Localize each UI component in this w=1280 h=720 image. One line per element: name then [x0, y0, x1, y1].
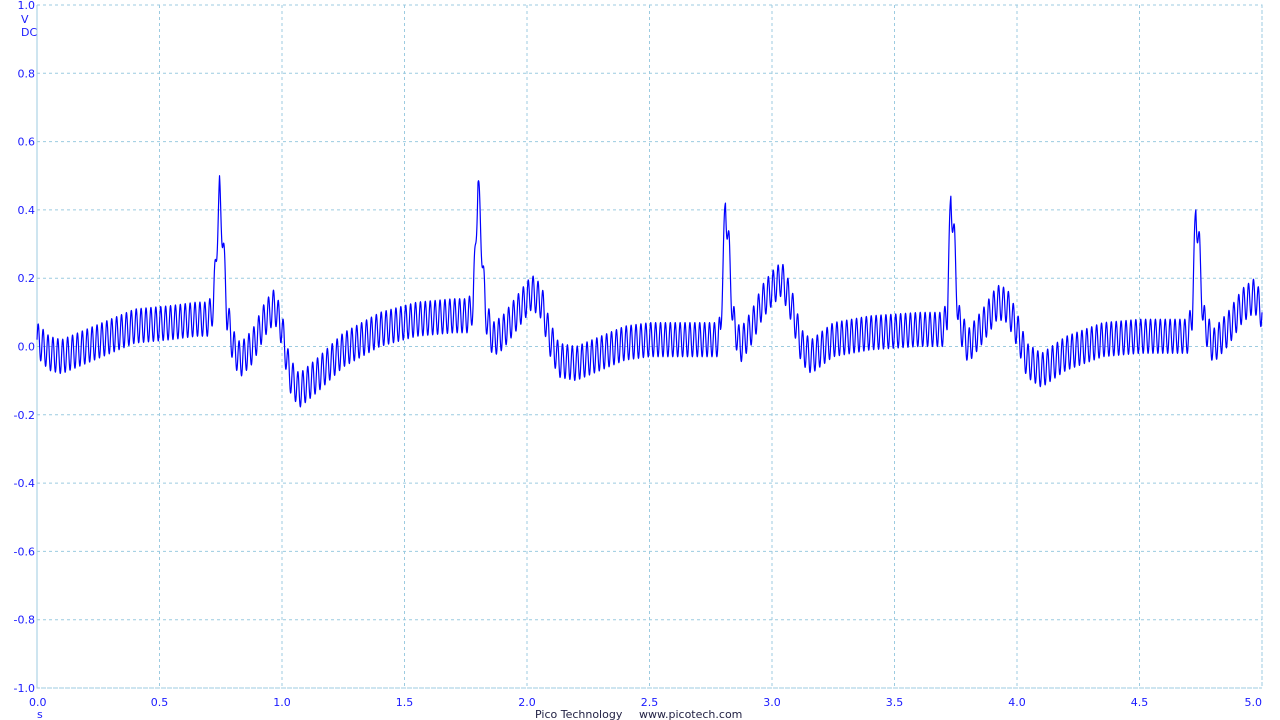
x-tick-label: 1.5	[396, 696, 414, 709]
y-tick-label: -0.2	[14, 409, 35, 422]
y-unit-label: V	[21, 13, 29, 26]
y-axis-ticks: 1.0 0.8 0.6 0.4 0.2 0.0 -0.2 -0.4 -0.6 -0.8 -1.0	[14, 0, 35, 695]
x-tick-label: 0.5	[151, 696, 169, 709]
x-tick-label: 0.0	[29, 696, 47, 709]
y-tick-label: -1.0	[14, 682, 35, 695]
y-tick-label: -0.4	[14, 477, 35, 490]
plot-border	[36, 4, 1263, 689]
x-tick-label: 2.0	[518, 696, 536, 709]
x-tick-label: 5.0	[1245, 696, 1263, 709]
x-tick-label: 3.0	[763, 696, 781, 709]
x-tick-label: 1.0	[273, 696, 291, 709]
signal-trace	[36, 175, 1263, 408]
trace-layer	[36, 175, 1263, 408]
y-tick-label: 0.0	[18, 341, 36, 354]
y-tick-label: -0.6	[14, 545, 35, 558]
x-tick-label: 2.5	[641, 696, 659, 709]
x-tick-label: 4.5	[1131, 696, 1149, 709]
website-label: www.picotech.com	[639, 708, 742, 720]
y-tick-label: -0.8	[14, 614, 35, 627]
y-tick-label: 0.4	[18, 204, 36, 217]
brand-label: Pico Technology	[535, 708, 623, 720]
y-tick-label: 0.8	[18, 67, 36, 80]
x-axis-ticks: 0.0 0.5 1.0 1.5 2.0 2.5 3.0 3.5 4.0 4.5 5.0	[29, 696, 1262, 709]
y-tick-label: 0.2	[18, 272, 36, 285]
y-tick-label: 1.0	[18, 0, 36, 12]
y-tick-label: 0.6	[18, 136, 36, 149]
x-tick-label: 4.0	[1008, 696, 1026, 709]
x-unit-label: s	[37, 708, 43, 720]
x-tick-label: 3.5	[886, 696, 904, 709]
coupling-label: DC	[21, 26, 37, 39]
